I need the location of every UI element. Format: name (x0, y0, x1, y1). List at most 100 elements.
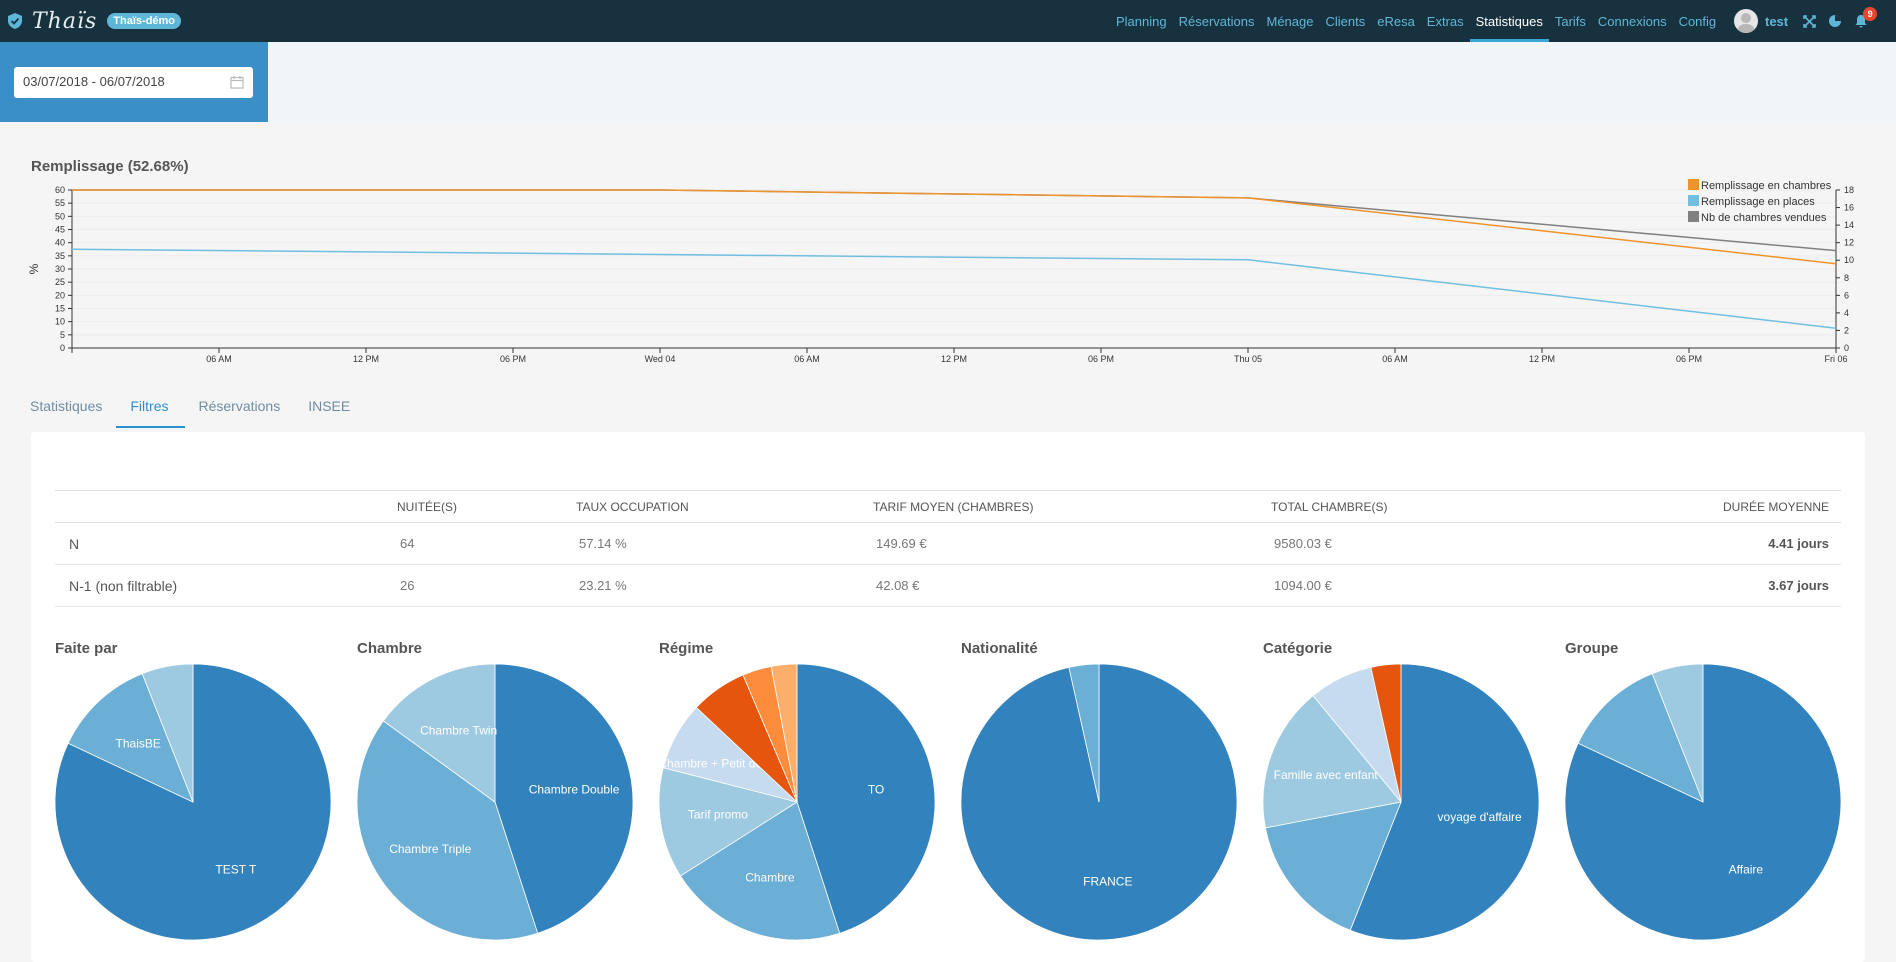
y-tick-label: 0 (60, 343, 65, 353)
pie-slice-label: Tarif promo (688, 808, 748, 822)
pie-slice-label: Chambre Double (529, 782, 620, 796)
legend-label: Nb de chambres vendues (1701, 212, 1827, 224)
nav-item-connexions[interactable]: Connexions (1597, 13, 1667, 29)
legend-label: Remplissage en chambres (1701, 180, 1832, 192)
nav-item-extras[interactable]: Extras (1426, 13, 1464, 29)
stats-tabs: Statistiques Filtres Réservations INSEE (30, 398, 378, 428)
legend-swatch (1688, 195, 1699, 206)
pie-slice-label: Affaire (1729, 863, 1764, 877)
chart-pie-icon[interactable] (1828, 14, 1842, 28)
y-tick-label: 45 (55, 225, 65, 235)
y2-tick-label: 12 (1844, 238, 1854, 248)
occupancy-line-chart: 0 5 10 15 20 25 30 35 40 45 50 55 60 0 2 4 6 8 10 12 14 16 18%… (27, 179, 1854, 364)
pie-slice[interactable] (494, 664, 633, 934)
y2-tick-label: 16 (1844, 203, 1854, 213)
tab-statistiques[interactable]: Statistiques (30, 398, 103, 414)
nav-item-m-nage[interactable]: Ménage (1266, 13, 1314, 29)
y-tick-label: 5 (60, 330, 65, 340)
nav-item-r-servations[interactable]: Réservations (1178, 13, 1255, 29)
table-row: N-1 (non filtrable) 26 23.21 % 42.08 € 1… (55, 564, 1841, 607)
x-tick-label: 06 AM (206, 354, 232, 364)
pie-slice[interactable] (770, 664, 798, 803)
y2-tick-label: 2 (1844, 325, 1849, 335)
pie-slice-label: TEST T (215, 863, 257, 877)
table-header: TOTAL CHAMBRE(S) (1271, 490, 1651, 523)
user-name[interactable]: test (1765, 13, 1789, 29)
stats-table: NUITÉE(S) TAUX OCCUPATION TARIF MOYEN (C… (55, 490, 1841, 607)
pie-slice[interactable] (382, 664, 496, 803)
y2-tick-label: 14 (1844, 220, 1854, 230)
x-tick-label: 12 PM (941, 354, 967, 364)
table-header: TARIF MOYEN (CHAMBRES) (873, 490, 1271, 523)
nav-item-eresa[interactable]: eResa (1377, 13, 1415, 29)
pie-svg: TEST T ThaisBE (55, 664, 331, 940)
pie-title: Groupe (1565, 640, 1619, 657)
nav-item-clients[interactable]: Clients (1325, 13, 1366, 29)
tab-r-servations[interactable]: Réservations (198, 398, 281, 414)
pie-slice[interactable] (1370, 664, 1402, 803)
calendar-icon[interactable] (230, 75, 244, 89)
pie-svg: voyage d'affaire Famille avec enfant (1263, 664, 1539, 940)
pie-slice[interactable] (679, 801, 841, 940)
table-header (55, 490, 397, 523)
brand-logo: Thaïs (32, 8, 98, 34)
table-cell: 1094.00 € (1271, 564, 1651, 607)
notification-count: 9 (1863, 7, 1878, 21)
nav-item-planning[interactable]: Planning (1116, 13, 1167, 29)
pie-slice[interactable] (659, 767, 798, 877)
shield-icon (8, 13, 22, 29)
table-cell: 9580.03 € (1271, 522, 1651, 565)
pie-slice[interactable] (1068, 664, 1100, 803)
user-area: test 9 (1734, 7, 1880, 35)
y2-tick-label: 4 (1844, 308, 1849, 318)
table-header: DURÉE MOYENNE (1651, 490, 1841, 523)
brand[interactable]: Thaïs Thaïs-démo (8, 4, 182, 38)
tab-filtres[interactable]: Filtres (116, 398, 185, 428)
date-range-input[interactable]: 03/07/2018 - 06/07/2018 (14, 67, 253, 98)
x-tick-label: 12 PM (353, 354, 379, 364)
y2-tick-label: 18 (1844, 185, 1854, 195)
y2-tick-label: 0 (1844, 343, 1849, 353)
table-cell: 23.21 % (576, 564, 873, 607)
pie-title: Catégorie (1263, 640, 1333, 657)
fullscreen-icon[interactable] (1802, 14, 1816, 28)
pie-slice[interactable] (1565, 664, 1841, 940)
table-cell: 64 (397, 522, 576, 565)
pie-slice[interactable] (67, 673, 194, 803)
notifications-icon[interactable]: 9 (1854, 7, 1878, 28)
nav-item-statistiques[interactable]: Statistiques (1469, 0, 1549, 42)
pie-slice-label: Chambre Triple (389, 842, 471, 856)
series-line-2 (72, 189, 1837, 252)
pie-chart-chambre: Chambre Chambre Double Chambre Triple Chamb… (357, 640, 647, 960)
table-cell: N-1 (non filtrable) (55, 564, 397, 607)
table-cell: 4.41 jours (1651, 522, 1841, 565)
pie-slice-label: ThaisBE (116, 737, 161, 751)
y-tick-label: 25 (55, 277, 65, 287)
pie-svg: FRANCE (961, 664, 1237, 940)
nav-item-config[interactable]: Config (1678, 13, 1717, 29)
pie-slice[interactable] (55, 664, 331, 940)
pie-slice[interactable] (1349, 664, 1539, 940)
pie-slice[interactable] (796, 664, 935, 934)
pie-slice[interactable] (141, 664, 194, 803)
pie-slice[interactable] (1264, 801, 1402, 931)
pie-slice[interactable] (1651, 664, 1704, 803)
tab-insee[interactable]: INSEE (308, 398, 351, 414)
y-tick-label: 10 (55, 317, 65, 327)
table-header-row: NUITÉE(S) TAUX OCCUPATION TARIF MOYEN (C… (55, 490, 1841, 523)
pie-slice[interactable] (1263, 695, 1402, 829)
nav-item-tarifs[interactable]: Tarifs (1554, 13, 1586, 29)
pie-title: Nationalité (961, 640, 1038, 657)
x-tick-label: Wed 04 (645, 354, 676, 364)
table-cell: 57.14 % (576, 522, 873, 565)
y-tick-label: 35 (55, 251, 65, 261)
y-tick-label: 55 (55, 198, 65, 208)
pie-slice-label: TO (868, 782, 884, 796)
pie-slice[interactable] (357, 720, 539, 940)
pie-slice[interactable] (1577, 673, 1704, 803)
avatar[interactable] (1734, 9, 1758, 33)
y-axis-label: % (27, 263, 41, 274)
filter-strip (268, 42, 1896, 122)
pie-title: Chambre (357, 640, 423, 657)
date-range-value: 03/07/2018 - 06/07/2018 (23, 74, 165, 89)
